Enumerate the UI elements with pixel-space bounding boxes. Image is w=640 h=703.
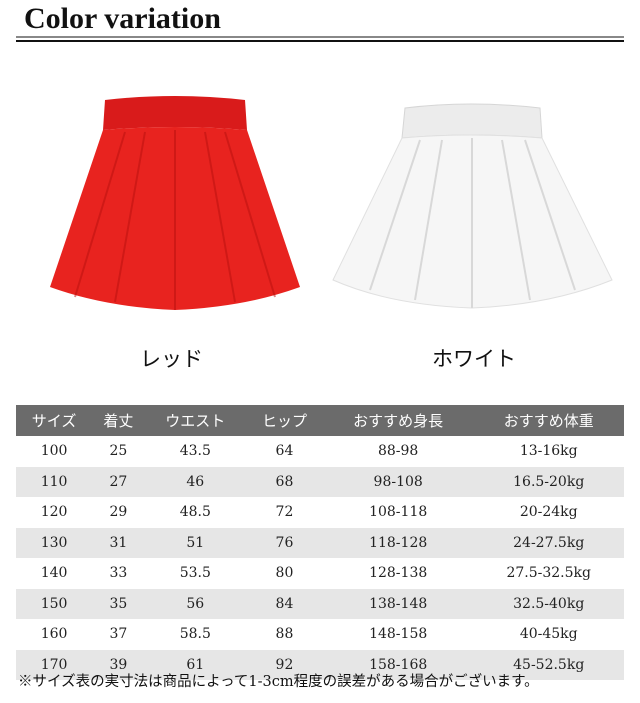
table-cell: 58.5 xyxy=(179,626,211,643)
column-header: ウエスト xyxy=(144,405,246,436)
table-row: 130 31 51 76 118-128 24-27.5kg xyxy=(16,527,624,558)
table-cell: 76 xyxy=(246,527,323,558)
table-cell: 130 xyxy=(16,527,93,558)
column-header: 着丈 xyxy=(92,405,145,436)
table-cell: 92 xyxy=(246,649,323,680)
table-cell: 80 xyxy=(275,565,294,582)
table-cell: 118-128 xyxy=(322,527,474,558)
table-row: 160 37 58.5 88 148-158 40-45kg xyxy=(16,619,624,650)
column-header: サイズ xyxy=(16,405,93,436)
table-cell: 51 xyxy=(144,527,246,558)
table-cell: 24-27.5kg xyxy=(473,527,624,558)
table-cell: 140 xyxy=(40,565,68,582)
title-divider xyxy=(16,40,624,42)
footnote: ※サイズ表の実寸法は商品によって1-3cm程度の誤差がある場合がございます。 xyxy=(18,674,539,690)
table-header-row: サイズ 着丈 ウエスト ヒップ おすすめ身長 おすすめ体重 xyxy=(16,405,624,436)
table-cell: 27 xyxy=(92,466,145,497)
table-cell: 43.5 xyxy=(179,443,211,460)
table-cell: 110 xyxy=(16,466,93,497)
column-header: ヒップ xyxy=(246,405,323,436)
table-row: 150 35 56 84 138-148 32.5-40kg xyxy=(16,588,624,619)
table-cell: 128-138 xyxy=(369,565,428,582)
table-cell: 84 xyxy=(246,588,323,619)
table-row: 110 27 46 68 98-108 16.5-20kg xyxy=(16,466,624,497)
table-cell: 31 xyxy=(92,527,145,558)
table-cell: 35 xyxy=(92,588,145,619)
table-cell: 160 xyxy=(40,626,68,643)
table-cell: 45-52.5kg xyxy=(473,649,624,680)
table-cell: 108-118 xyxy=(369,504,428,521)
table-cell: 120 xyxy=(40,504,68,521)
table-row: 120 29 48.5 72 108-118 20-24kg xyxy=(16,497,624,528)
table-cell: 98-108 xyxy=(322,466,474,497)
red-skirt-image xyxy=(50,96,300,310)
table-row: 100 25 43.5 64 88-98 13-16kg xyxy=(16,436,624,467)
table-row: 170 39 61 92 158-168 45-52.5kg xyxy=(16,649,624,680)
table-cell: 158-168 xyxy=(322,649,474,680)
column-header: おすすめ身長 xyxy=(322,405,474,436)
table-cell: 37 xyxy=(109,626,128,643)
table-cell: 61 xyxy=(144,649,246,680)
table-cell: 56 xyxy=(144,588,246,619)
table-cell: 170 xyxy=(16,649,93,680)
table-cell: 138-148 xyxy=(322,588,474,619)
table-cell: 48.5 xyxy=(179,504,211,521)
table-cell: 13-16kg xyxy=(519,443,578,460)
white-skirt-image xyxy=(332,103,613,309)
table-cell: 72 xyxy=(275,504,294,521)
color-label-red: レッド xyxy=(140,347,203,371)
table-cell: 150 xyxy=(16,588,93,619)
column-header: おすすめ体重 xyxy=(473,405,624,436)
size-table: サイズ 着丈 ウエスト ヒップ おすすめ身長 おすすめ体重 100 25 43.5 6… xyxy=(16,405,624,680)
table-cell: 32.5-40kg xyxy=(473,588,624,619)
table-cell: 64 xyxy=(275,443,294,460)
table-cell: 27.5-32.5kg xyxy=(506,565,591,582)
table-cell: 68 xyxy=(246,466,323,497)
color-label-white: ホワイト xyxy=(432,347,516,371)
table-cell: 88-98 xyxy=(377,443,419,460)
table-cell: 25 xyxy=(109,443,128,460)
table-cell: 148-158 xyxy=(369,626,428,643)
table-cell: 20-24kg xyxy=(519,504,578,521)
table-cell: 16.5-20kg xyxy=(473,466,624,497)
table-cell: 88 xyxy=(275,626,294,643)
table-cell: 46 xyxy=(144,466,246,497)
table-row: 140 33 53.5 80 128-138 27.5-32.5kg xyxy=(16,558,624,589)
page-title: Color variation xyxy=(24,2,221,35)
table-cell: 40-45kg xyxy=(519,626,578,643)
table-cell: 29 xyxy=(109,504,128,521)
title-divider xyxy=(16,36,624,38)
table-cell: 33 xyxy=(109,565,128,582)
table-cell: 100 xyxy=(40,443,68,460)
table-cell: 53.5 xyxy=(179,565,211,582)
table-cell: 39 xyxy=(92,649,145,680)
